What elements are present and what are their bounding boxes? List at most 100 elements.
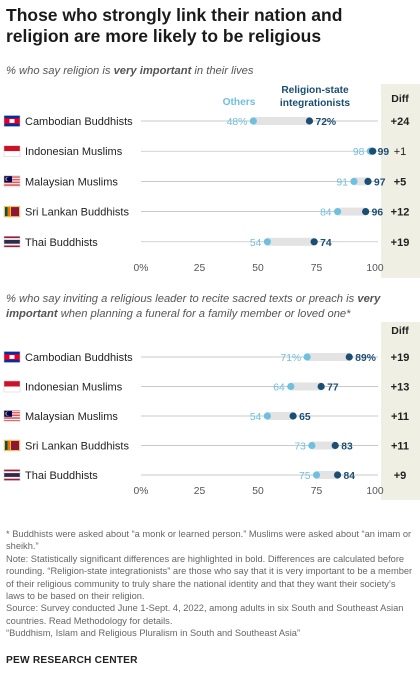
diff-value: +5 [394,176,407,188]
others-value-label: 73 [294,442,306,453]
x-tick-label: 25 [194,263,206,274]
chart-1-subtitle: % who say religion is very important in … [6,64,406,79]
range-bar [290,382,322,391]
others-dot [287,382,295,391]
x-tick-label: 75 [311,263,323,274]
others-value-label: 91 [336,177,348,188]
others-value-label: 54 [250,238,262,249]
integrationists-dot [305,117,314,125]
subtitle-text: in their lives [191,65,254,77]
integrationists-value-label: 72% [315,117,336,128]
diff-value: +11 [391,411,409,423]
others-value-label: 75 [299,471,311,482]
indonesia-flag [3,380,21,393]
category-label: Malaysian Muslims [25,176,118,188]
integrationists-dot [289,412,297,420]
integrationists-dot [310,238,318,246]
range-bar [316,471,338,479]
diff-value: +1 [394,146,407,158]
x-tick-label: 50 [252,486,264,497]
integrationists-value-label: 99 [378,147,390,158]
cambodia-flag [3,115,21,127]
subtitle-emphasis: very important [6,293,381,320]
x-tick-label: 100 [366,486,383,497]
x-tick-label: 0% [134,486,149,497]
integrationists-value-label: 83 [341,442,353,453]
footnote-source: Source: Survey conducted June 1-Sept. 4,… [6,603,404,626]
diff-value: +19 [391,352,410,364]
diff-value: +12 [391,207,410,219]
chart-title: Those who strongly link their nation and… [6,5,343,46]
x-tick-label: 50 [252,263,264,274]
integrationists-value-label: 89% [355,353,376,364]
indonesia-flag [3,145,21,157]
integrationists-dot [364,177,372,185]
malaysia-flag [3,175,21,188]
diff-header: Diff [391,325,409,337]
footnote-report-title: “Buddhism, Islam and Religious Pluralism… [6,628,301,639]
sri-lanka-flag [3,439,21,452]
others-dot [308,441,316,450]
cambodia-flag [3,351,21,363]
integrationists-value-label: 84 [344,471,356,482]
subtitle-text: % who say religion is [6,65,114,77]
diff-column-bg [381,84,420,278]
others-dot [303,353,311,361]
footnote-note: Note: Statistically significant differen… [6,553,413,602]
others-dot [263,412,271,420]
footnote-asterisk: * Buddhists were asked about “a monk or … [6,529,412,552]
footnotes: * Buddhists were asked about “a monk or … [6,528,414,640]
x-tick-label: 100 [366,263,383,274]
chart-2-subtitle: % who say inviting a religious leader to… [6,292,411,322]
category-label: Malaysian Muslims [25,411,118,423]
diff-value: +13 [391,382,410,394]
diff-header: Diff [391,93,409,105]
range-bar [307,353,350,361]
sri-lanka-flag [3,205,21,218]
x-tick-label: 25 [194,486,206,497]
category-label: Thai Buddhists [25,237,98,249]
range-bar [267,237,315,246]
diff-value: +19 [391,237,410,249]
others-value-label: 84 [320,208,332,219]
range-bar [311,441,336,450]
category-label: Sri Lankan Buddhists [25,207,129,219]
category-label: Thai Buddhists [25,470,98,482]
others-value-label: 48% [227,117,248,128]
category-label: Sri Lankan Buddhists [25,441,129,453]
x-tick-label: 0% [134,263,149,274]
others-dot [350,177,358,185]
others-value-label: 54 [250,412,262,423]
legend-others: Others [222,97,256,108]
chart-1-dot-plot: Diff Cambodian Buddhists 48% 72% +24 Indonesi… [3,84,420,278]
others-dot [263,238,271,246]
range-bar [337,207,366,216]
thailand-flag [3,236,21,248]
category-label: Indonesian Muslims [25,382,123,394]
diff-value: +24 [391,116,411,128]
others-value-label: 64 [273,383,285,394]
category-label: Cambodian Buddhists [25,116,133,128]
integrationists-dot [331,441,339,450]
thailand-flag [3,469,21,481]
integrationists-dot [333,471,342,479]
subtitle-emphasis: very important [113,65,192,77]
others-dot [249,117,257,125]
subtitle-text: % who say inviting a religious leader to… [6,293,358,305]
others-value-label: 98 [353,147,365,158]
chart-2-dot-plot: Diff Cambodian Buddhists 71% 89% +19 Indonesi… [3,322,420,500]
malaysia-flag [3,410,21,422]
pew-brand: PEW RESEARCH CENTER [6,655,138,666]
integrationists-value-label: 65 [299,412,311,423]
others-dot [312,471,321,479]
integrationists-value-label: 97 [374,177,386,188]
category-label: Cambodian Buddhists [25,352,133,364]
integrationists-value-label: 74 [320,238,332,249]
category-label: Indonesian Muslims [25,146,123,158]
integrationists-dot [369,147,377,155]
others-value-label: 71% [281,353,302,364]
integrationists-value-label: 77 [327,383,339,394]
diff-column-bg [381,322,420,500]
integrationists-dot [317,382,325,391]
x-tick-label: 75 [311,486,323,497]
